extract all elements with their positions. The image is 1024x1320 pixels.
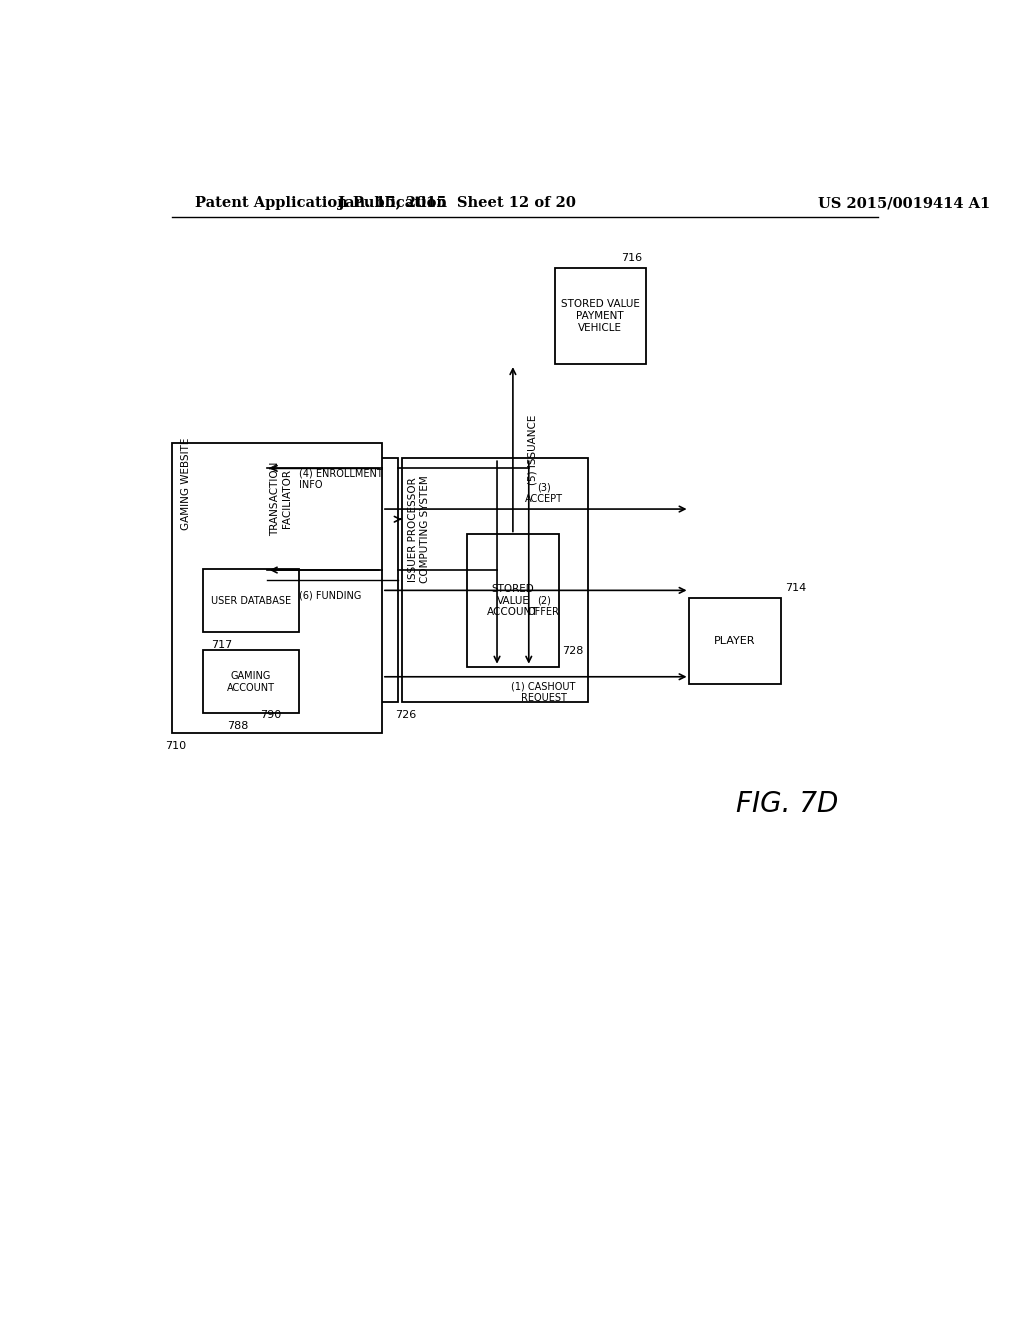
Text: 714: 714 (784, 583, 806, 593)
Text: STORED
VALUE
ACCOUNT: STORED VALUE ACCOUNT (487, 583, 539, 618)
Bar (555, 268, 646, 364)
Text: (2)
OFFER: (2) OFFER (527, 595, 559, 616)
Text: ISSUER PROCESSOR
COMPUTING SYSTEM: ISSUER PROCESSOR COMPUTING SYSTEM (409, 475, 430, 583)
Text: 716: 716 (622, 252, 642, 263)
Bar (401, 458, 588, 702)
Bar (172, 444, 382, 733)
Text: (4) ENROLLMENT
INFO: (4) ENROLLMENT INFO (299, 469, 382, 490)
Text: 728: 728 (562, 647, 584, 656)
Text: FIG. 7D: FIG. 7D (735, 789, 838, 818)
Text: PLAYER: PLAYER (715, 636, 756, 647)
Bar (467, 535, 558, 667)
Text: 710: 710 (165, 741, 186, 751)
Bar (267, 458, 397, 702)
Text: 788: 788 (227, 722, 249, 731)
Text: Patent Application Publication: Patent Application Publication (196, 197, 447, 210)
Text: 717: 717 (211, 640, 232, 651)
Text: Jan. 15, 2015  Sheet 12 of 20: Jan. 15, 2015 Sheet 12 of 20 (338, 197, 577, 210)
Text: (3)
ACCEPT: (3) ACCEPT (524, 482, 562, 504)
Text: GAMING
ACCOUNT: GAMING ACCOUNT (227, 671, 275, 693)
Text: GAMING WEBSITE: GAMING WEBSITE (181, 437, 190, 529)
Text: 726: 726 (395, 710, 417, 721)
Text: STORED VALUE
PAYMENT
VEHICLE: STORED VALUE PAYMENT VEHICLE (561, 300, 640, 333)
Bar (204, 569, 299, 632)
Bar (204, 651, 299, 713)
Text: (6) FUNDING: (6) FUNDING (299, 590, 361, 601)
Text: USER DATABASE: USER DATABASE (211, 595, 291, 606)
Text: TRANSACTION
FACILIATOR: TRANSACTION FACILIATOR (270, 462, 292, 536)
Text: (5) ISSUANCE: (5) ISSUANCE (527, 414, 538, 484)
Text: US 2015/0019414 A1: US 2015/0019414 A1 (818, 197, 990, 210)
Text: 790: 790 (260, 710, 282, 721)
Bar (689, 598, 780, 684)
Text: (1) CASHOUT
REQUEST: (1) CASHOUT REQUEST (511, 682, 575, 704)
